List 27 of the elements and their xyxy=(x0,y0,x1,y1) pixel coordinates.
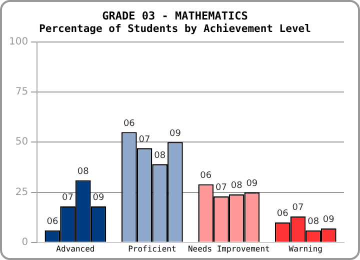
text: 08 xyxy=(308,217,320,228)
text: 07 xyxy=(216,183,227,194)
series-label: 06 xyxy=(46,217,58,228)
chart-subtitle: Percentage of Students by Achievement Level xyxy=(39,23,311,36)
x-tick-label: Needs Improvement xyxy=(188,244,270,254)
text: 07 xyxy=(138,134,150,145)
x-tick-label: Advanced xyxy=(56,244,95,254)
text: 08 xyxy=(154,151,166,162)
y-tick-label: 50 xyxy=(15,136,28,148)
y-tick-label: 100 xyxy=(8,36,28,48)
text: 08 xyxy=(230,181,242,192)
text: 09 xyxy=(322,215,334,226)
text: 09 xyxy=(92,193,104,204)
text: 06 xyxy=(200,171,212,182)
text: 09 xyxy=(169,128,181,139)
y-tick-label: 75 xyxy=(15,86,28,98)
series-label: 09 xyxy=(246,179,258,190)
series-label: 07 xyxy=(62,193,74,204)
y-tick-label: 0 xyxy=(22,236,28,248)
chart-title: GRADE 03 - MATHEMATICS xyxy=(102,9,248,22)
x-tick-label: Warning xyxy=(288,244,323,254)
text: 06 xyxy=(123,118,135,129)
y-tick-label: 25 xyxy=(15,186,28,198)
text: 07 xyxy=(292,203,304,214)
text: 06 xyxy=(276,209,288,220)
x-tick-label: Proficient xyxy=(128,244,176,254)
series-label: 08 xyxy=(77,167,90,178)
